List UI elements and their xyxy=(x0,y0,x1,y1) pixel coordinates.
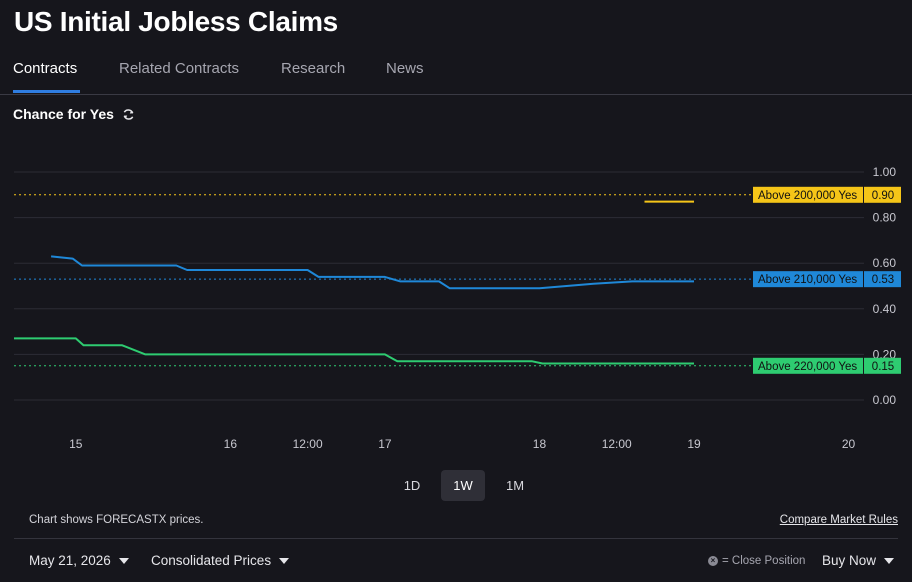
prices-dropdown[interactable]: Consolidated Prices xyxy=(151,553,290,568)
x-tick-label: 15 xyxy=(69,437,83,451)
series-value-tag xyxy=(864,186,901,203)
chevron-down-icon xyxy=(279,557,290,564)
x-tick-label: 16 xyxy=(224,437,238,451)
close-x-icon: × xyxy=(708,556,718,566)
y-tick-label: 0.40 xyxy=(873,302,897,316)
tab-related-contracts[interactable]: Related Contracts xyxy=(119,60,240,77)
buy-now-label: Buy Now xyxy=(822,553,877,568)
close-position-label: = Close Position xyxy=(722,555,806,567)
x-tick-label: 19 xyxy=(687,437,701,451)
tab-news[interactable]: News xyxy=(386,60,424,77)
series-value-label: 0.90 xyxy=(872,190,894,202)
series-label-tag xyxy=(753,186,863,203)
series-label: Above 200,000 Yes xyxy=(758,190,857,202)
footer-divider xyxy=(14,538,898,539)
range-1m-button[interactable]: 1M xyxy=(505,478,525,493)
series-line xyxy=(50,255,694,290)
tab-research[interactable]: Research xyxy=(281,60,346,77)
page-title: US Initial Jobless Claims xyxy=(14,6,338,37)
series-value-label: 0.15 xyxy=(872,361,894,373)
series-value-tag xyxy=(864,357,901,374)
series-line xyxy=(14,337,694,365)
buy-now-dropdown[interactable]: Buy Now xyxy=(822,553,895,568)
y-tick-label: 0.60 xyxy=(873,256,897,270)
x-tick-label: 17 xyxy=(378,437,392,451)
range-1d-button[interactable]: 1D xyxy=(403,478,421,493)
y-tick-label: 0.00 xyxy=(873,393,897,407)
compare-market-rules-link[interactable]: Compare Market Rules xyxy=(779,514,898,526)
series-value-tag xyxy=(864,271,901,288)
series-value-label: 0.53 xyxy=(872,274,894,286)
tab-contracts[interactable]: Contracts xyxy=(13,60,78,77)
y-tick-label: 1.00 xyxy=(873,165,897,179)
refresh-icon[interactable] xyxy=(122,108,135,121)
series-label-tag xyxy=(753,357,863,374)
tab-bar: Contracts Related Contracts Research New… xyxy=(0,52,912,95)
date-dropdown[interactable]: May 21, 2026 xyxy=(29,553,129,568)
x-tick-label: 12:00 xyxy=(602,437,632,451)
series-label: Above 220,000 Yes xyxy=(758,361,857,373)
chevron-down-icon xyxy=(884,557,895,564)
y-tick-label: 0.80 xyxy=(873,211,897,225)
date-value: May 21, 2026 xyxy=(29,553,111,568)
series-label-tag xyxy=(753,271,863,288)
chart-source-note: Chart shows FORECASTX prices. xyxy=(29,514,204,526)
series-label: Above 210,000 Yes xyxy=(758,274,857,286)
x-tick-label: 18 xyxy=(533,437,547,451)
range-1w-button[interactable]: 1W xyxy=(441,470,485,501)
x-tick-label: 20 xyxy=(842,437,856,451)
prices-value: Consolidated Prices xyxy=(151,553,272,568)
chart-heading: Chance for Yes xyxy=(13,106,135,122)
chevron-down-icon xyxy=(118,557,129,564)
active-tab-indicator xyxy=(13,90,80,93)
chance-label: Chance for Yes xyxy=(13,106,114,122)
close-position-legend: × = Close Position xyxy=(708,555,805,567)
x-tick-label: 12:00 xyxy=(293,437,323,451)
